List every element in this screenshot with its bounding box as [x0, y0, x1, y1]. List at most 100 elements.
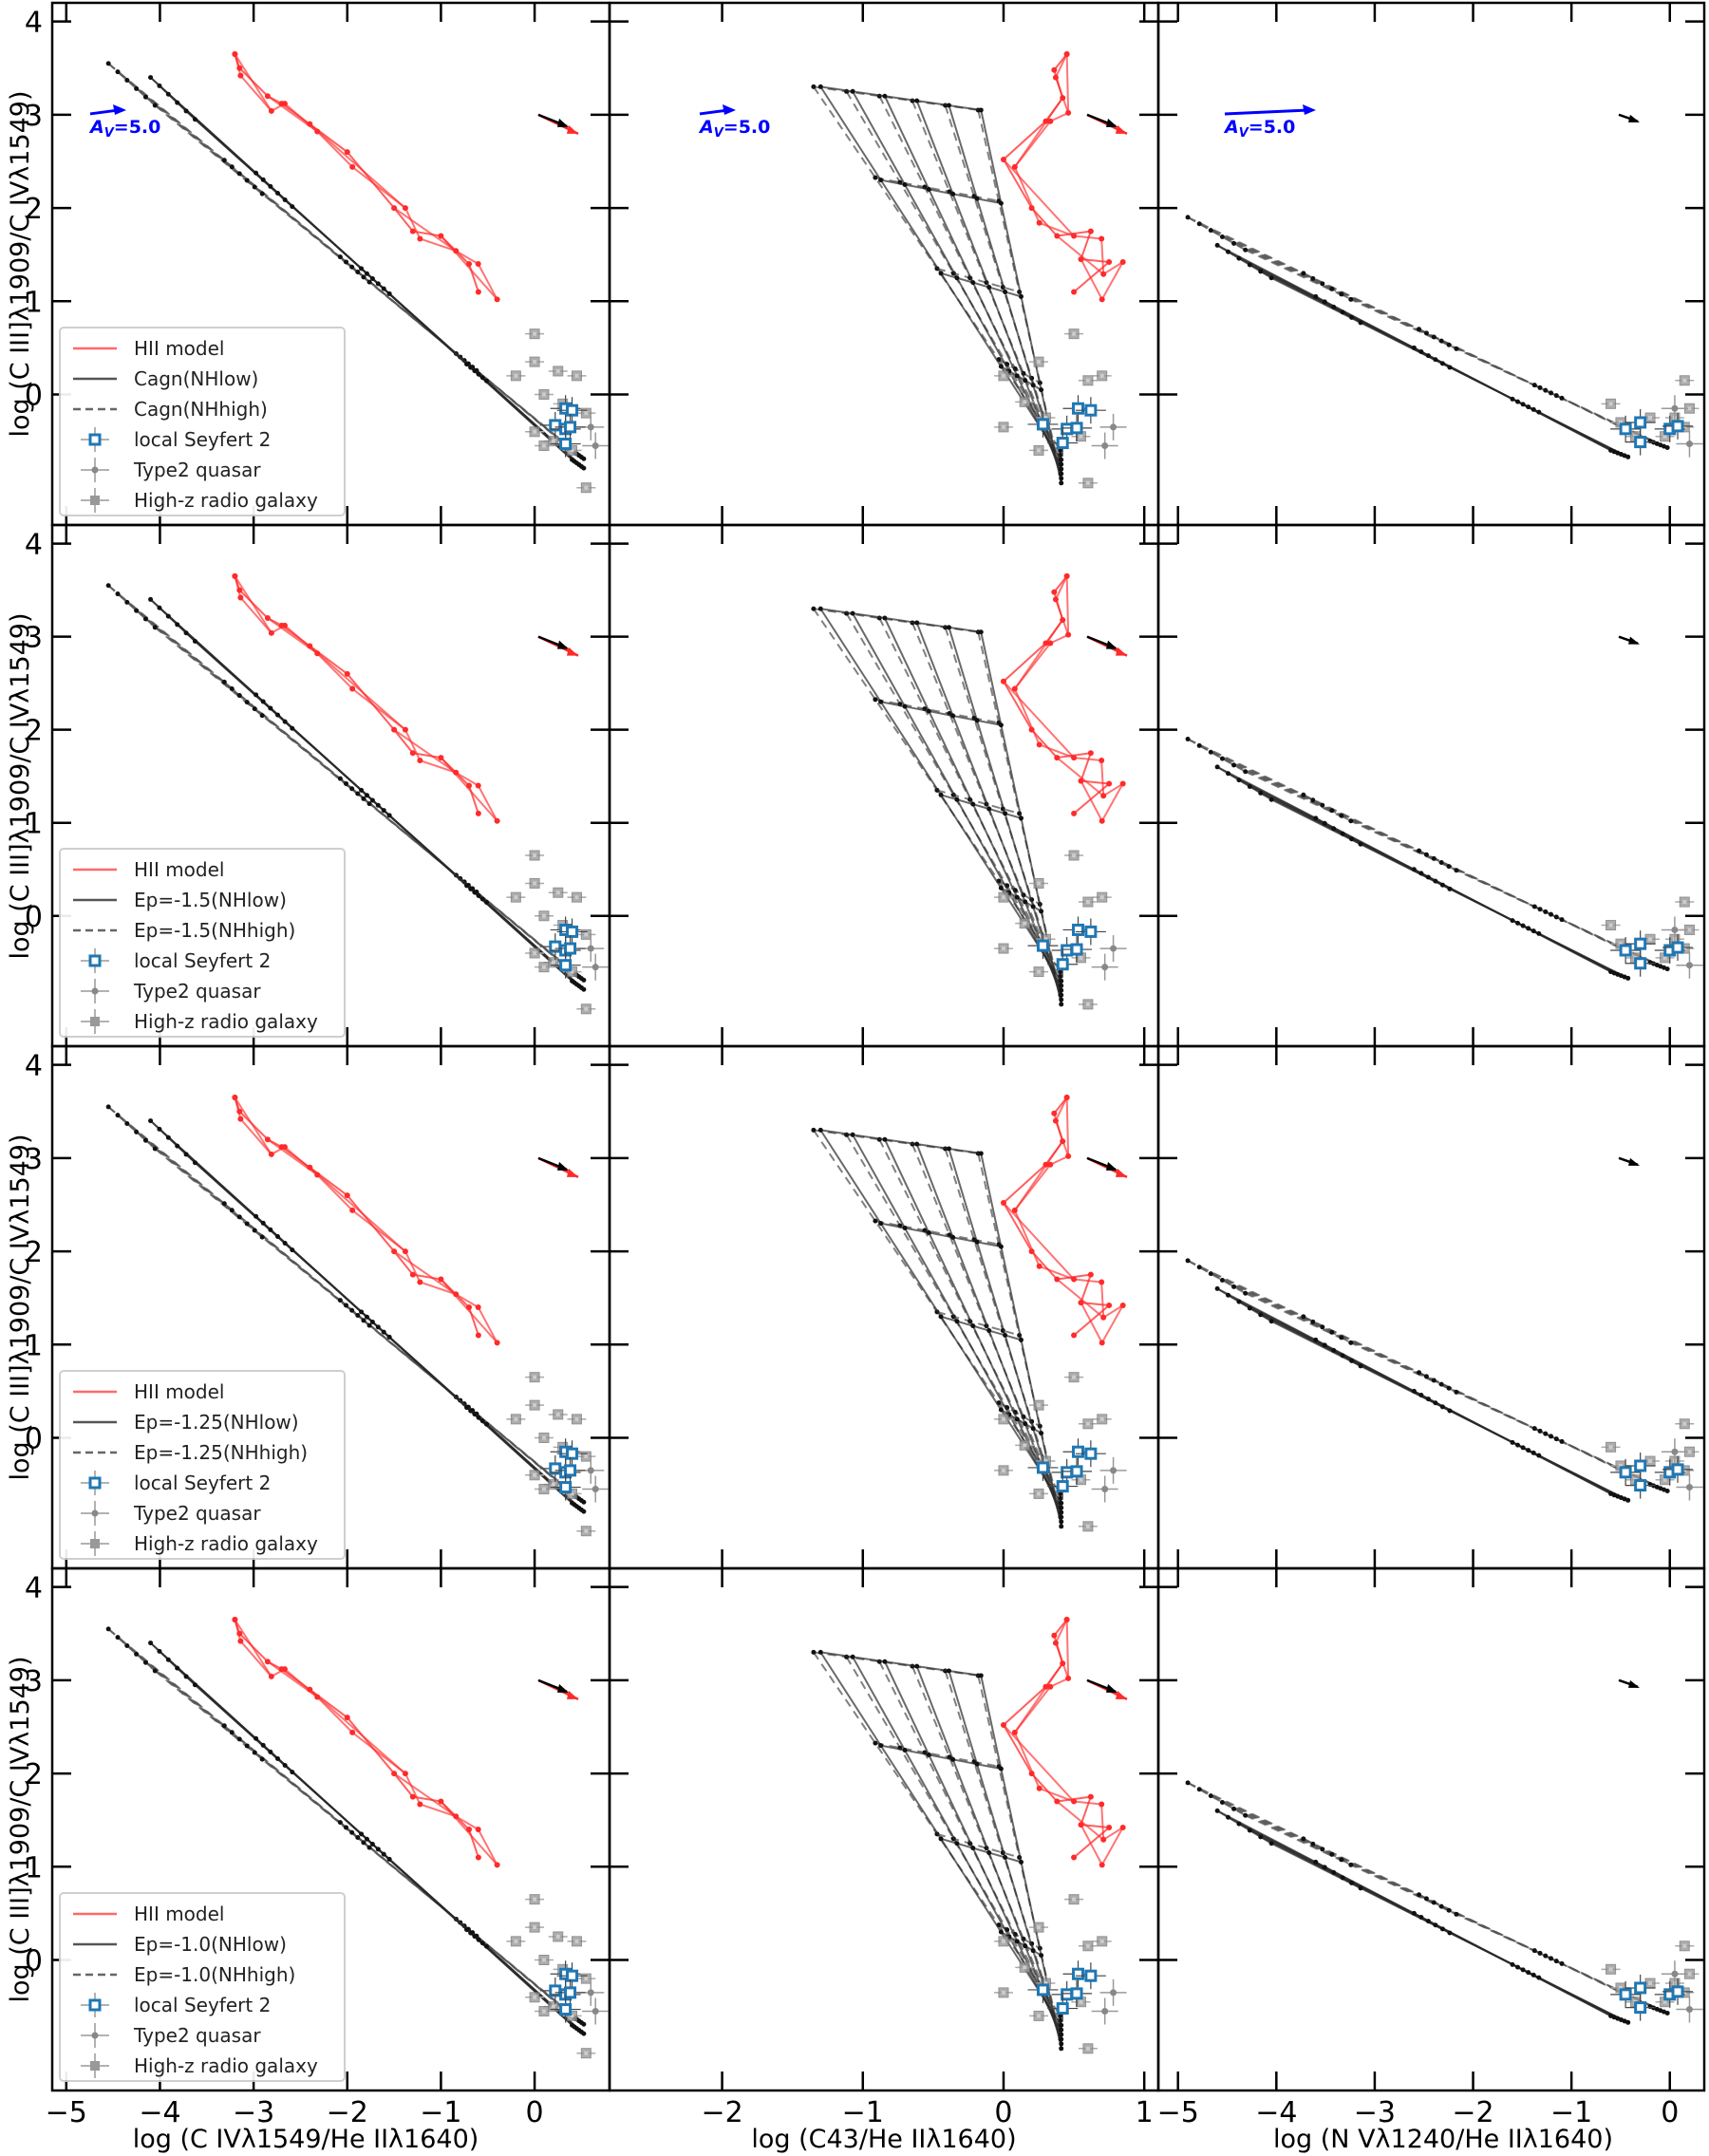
model-grid-node — [290, 725, 295, 731]
model-grid-node — [1411, 1910, 1417, 1916]
model-grid-node — [954, 797, 960, 802]
model-grid-node — [926, 708, 931, 714]
model-grid-node — [1531, 406, 1536, 412]
model-grid-node — [1510, 1961, 1515, 1967]
model-grid-node — [1329, 286, 1335, 291]
hii-model-node — [475, 289, 481, 295]
model-grid-node — [369, 1320, 375, 1325]
seyfert2-marker — [1036, 1461, 1049, 1474]
arrow-head — [557, 118, 569, 127]
radio-galaxy-marker-inner — [1001, 373, 1005, 378]
model-grid-node — [359, 1831, 365, 1837]
hii-model-node — [1028, 726, 1035, 733]
radio-galaxy-marker-inner — [1037, 1491, 1042, 1496]
model-grid-node — [1231, 762, 1237, 768]
model-grid-node — [1553, 914, 1559, 920]
model-grid-node — [1059, 2022, 1064, 2028]
hii-model-node — [1065, 1153, 1072, 1159]
hii-model-node — [1047, 640, 1054, 647]
model-grid-node — [1446, 1907, 1452, 1913]
model-grid-node — [998, 722, 1004, 728]
hii-model-node — [453, 1813, 460, 1820]
model-grid-node — [464, 1927, 470, 1933]
model-grid-node — [1059, 461, 1064, 467]
model-grid-node — [1014, 373, 1020, 379]
seyfert2-marker — [1634, 2001, 1647, 2015]
radio-galaxy-marker-inner — [1085, 378, 1090, 383]
hii-model-node — [1054, 233, 1061, 239]
model-grid-node — [1536, 409, 1542, 415]
legend-swatch-radio-galaxy — [90, 1539, 100, 1548]
type2-quasar-marker — [1101, 442, 1109, 450]
model-grid-node — [978, 629, 984, 635]
radio-galaxy-marker-inner — [533, 1897, 537, 1902]
type2-quasar-marker — [592, 1486, 599, 1493]
hii-model-node — [1060, 95, 1066, 102]
model-grid-node — [1208, 228, 1213, 234]
hii-model-node — [1099, 1801, 1105, 1808]
model-grid-node — [1515, 1442, 1521, 1448]
model-grid-node — [1510, 918, 1515, 924]
type2-quasar-marker — [587, 945, 594, 952]
model-grid-node — [1446, 1385, 1452, 1391]
radio-galaxy-marker-inner — [1085, 1943, 1090, 1948]
model-grid-node — [1185, 215, 1191, 220]
model-grid-node — [244, 178, 250, 183]
hii-model-node — [1106, 1825, 1113, 1831]
radio-galaxy-marker-inner — [1023, 1443, 1027, 1448]
legend-item-label: Type2 quasar — [133, 1502, 261, 1525]
hii-model-node — [1078, 1822, 1084, 1828]
hii-model-line — [1002, 53, 1112, 293]
hii-model-node — [1106, 780, 1113, 787]
legend-box — [59, 1892, 346, 2082]
model-grid-node — [366, 279, 372, 285]
radio-galaxy-marker-inner — [533, 853, 537, 858]
hii-model-node — [391, 1248, 398, 1255]
model-grid-node — [1214, 1808, 1220, 1813]
model-grid-node — [476, 1937, 481, 1942]
model-grid-node — [221, 158, 227, 163]
model-grid-node — [282, 197, 288, 203]
arrow-head — [1628, 1157, 1640, 1166]
model-grid-node — [1559, 1960, 1565, 1966]
legend-item-label: local Seyfert 2 — [134, 1472, 271, 1494]
model-grid-node — [926, 1752, 931, 1757]
model-grid-node — [1553, 1959, 1559, 1964]
model-grid-node — [236, 1736, 242, 1742]
model-grid-line — [911, 100, 1061, 465]
hii-model-node — [1042, 118, 1049, 124]
hii-model-node — [1065, 1675, 1072, 1681]
model-grid-node — [124, 1643, 130, 1649]
arrow-head — [1628, 114, 1640, 122]
hii-model-node — [475, 782, 481, 789]
panel-r2-c2 — [608, 523, 1160, 1048]
seyfert2-marker — [1061, 1466, 1074, 1479]
model-grid-node — [986, 1328, 992, 1334]
model-grid-node — [938, 271, 944, 276]
model-grid-node — [1417, 1370, 1422, 1376]
model-grid-node — [1214, 1285, 1220, 1291]
hii-model-line — [1065, 1097, 1070, 1156]
model-grid-node — [142, 94, 148, 100]
hii-model-line — [309, 645, 406, 731]
radio-galaxy-marker-inner — [574, 1416, 579, 1421]
radio-galaxy-marker-inner — [541, 965, 546, 969]
av-arrow — [699, 108, 729, 116]
model-grid-node — [1520, 1445, 1526, 1451]
hii-model-line — [1014, 1140, 1064, 1211]
y-tick-label: 2 — [25, 715, 43, 748]
hii-model-node — [1071, 1798, 1078, 1805]
hii-model-node — [409, 750, 416, 757]
radio-galaxy-marker-inner — [1079, 1999, 1083, 2004]
type2-quasar-marker — [1101, 2008, 1109, 2015]
model-grid-line — [880, 178, 1002, 205]
model-grid-node — [817, 606, 823, 611]
hii-model-node — [344, 149, 350, 156]
seyfert2-marker — [1070, 1465, 1083, 1478]
y-axis-label-row-3: log (C III]λ1909/C IVλ1549) — [6, 1134, 35, 1480]
model-grid-node — [254, 170, 259, 176]
type2-quasar-marker — [1110, 1467, 1117, 1474]
legend-item-label: Cagn(NHhigh) — [134, 398, 268, 421]
model-grid-node — [1059, 480, 1064, 486]
model-grid-node — [259, 1756, 265, 1762]
